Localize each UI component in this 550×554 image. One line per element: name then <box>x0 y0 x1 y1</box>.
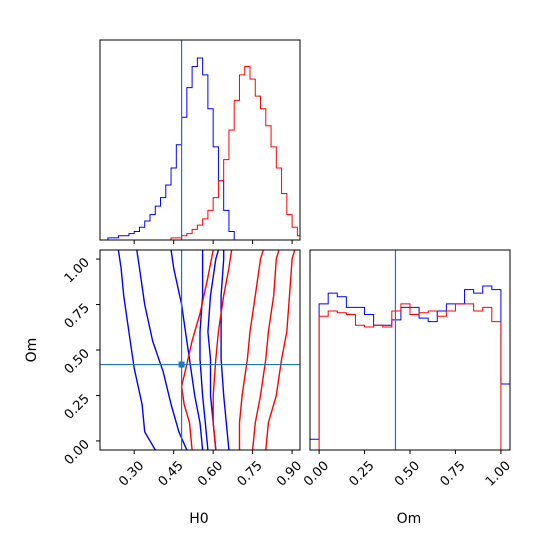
contour-series-1-level-6 <box>220 250 230 450</box>
contour-series-2-level-4 <box>251 250 280 450</box>
om-marginal-histogram-panel: 0.00 0.25 0.50 0.75 1.00 <box>301 249 514 490</box>
om-left-tick-label-2: 0.25 <box>62 392 93 423</box>
h0-marginal-histogram-panel <box>99 39 301 244</box>
contour-series-1-level-1 <box>136 250 188 450</box>
contour-series-1-level-2 <box>117 250 156 450</box>
om-bottom-tick-label-4: 0.75 <box>437 458 468 489</box>
h0-histogram-series-2 <box>170 65 300 240</box>
om-left-tick-label-3: 0.50 <box>62 346 93 377</box>
om-bottom-tick-label-2: 0.25 <box>347 458 378 489</box>
x-axis-label-om: Om <box>397 511 422 527</box>
h0-tick-label-5: 0.90 <box>274 458 305 489</box>
om-histogram-series-1 <box>310 285 510 450</box>
om-histogram-frame <box>309 249 511 451</box>
contour-series-2-level-3 <box>238 250 264 450</box>
h0-om-contour-panel: 0.30 0.45 0.60 0.75 0.90 0.00 0.25 0.50 0.75 1.00 <box>62 249 305 490</box>
contour-series-1-level-3 <box>170 250 204 450</box>
om-bottom-tick-label-5: 1.00 <box>483 458 514 489</box>
contour-series-2-level-2 <box>212 250 233 450</box>
h0-histogram-content <box>107 40 300 240</box>
truth-marker <box>178 361 185 368</box>
contour-series-1-level-4 <box>199 250 209 450</box>
x-axis-label-h0: H0 <box>189 511 208 527</box>
om-histogram-series-2 <box>310 303 510 450</box>
y-axis-label-om: Om <box>24 338 40 363</box>
contour-series-2-level-5 <box>265 250 296 450</box>
om-bottom-tick-label-3: 0.50 <box>392 458 423 489</box>
h0-tick-label-3: 0.60 <box>195 458 226 489</box>
contour-content <box>100 250 300 450</box>
h0-tick-label-2: 0.45 <box>156 458 187 489</box>
h0-histogram-frame <box>99 39 301 241</box>
om-histogram-content <box>310 250 510 450</box>
om-left-tick-label-4: 0.75 <box>62 301 93 332</box>
h0-histogram-series-1 <box>107 57 235 240</box>
h0-tick-label-1: 0.30 <box>116 458 147 489</box>
contour-series-2-level-1 <box>180 250 214 450</box>
h0-tick-label-4: 0.75 <box>235 458 266 489</box>
om-bottom-tick-label-1: 0.00 <box>301 458 332 489</box>
om-left-tick-label-5: 1.00 <box>62 255 93 286</box>
om-left-tick-label-1: 0.00 <box>62 437 93 468</box>
